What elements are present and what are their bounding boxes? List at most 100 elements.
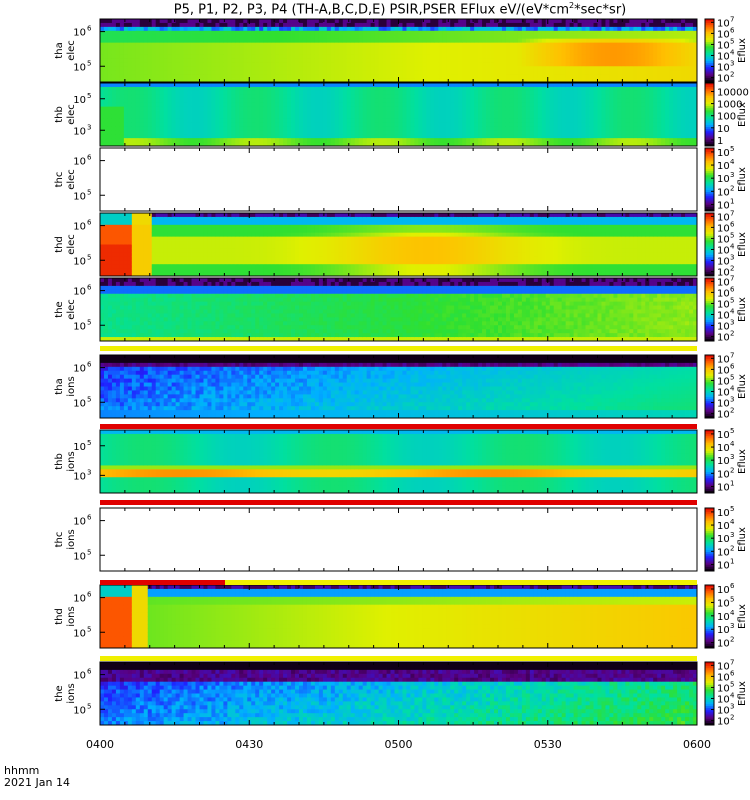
flux-cell — [120, 107, 124, 111]
flux-cell — [343, 19, 347, 23]
flux-cell — [673, 54, 677, 58]
flux-cell — [554, 103, 558, 107]
flux-cell — [243, 23, 247, 27]
flux-cell — [287, 134, 291, 138]
flux-cell — [176, 66, 180, 70]
flux-cell — [462, 122, 466, 126]
flux-cell — [578, 115, 582, 119]
flux-cell — [291, 62, 295, 66]
flux-cell — [498, 130, 502, 134]
flux-cell — [188, 103, 192, 107]
flux-cell — [498, 27, 502, 31]
flux-cell — [617, 91, 621, 95]
colorbar-tick-label: 10 — [717, 18, 730, 29]
flux-cell — [625, 31, 629, 35]
flux-cell — [343, 115, 347, 119]
flux-cell — [613, 103, 617, 107]
flux-cell — [231, 35, 235, 39]
flux-cell — [502, 107, 506, 111]
flux-cell — [291, 35, 295, 39]
flux-cell — [359, 74, 363, 78]
flux-cell — [112, 43, 116, 47]
flux-cell — [172, 138, 176, 142]
flux-cell — [669, 103, 673, 107]
flux-cell — [498, 118, 502, 122]
flux-cell — [633, 83, 637, 87]
flux-cell — [669, 70, 673, 74]
flux-cell — [406, 138, 410, 142]
flux-cell — [275, 95, 279, 99]
flux-cell — [442, 70, 446, 74]
flux-cell — [426, 111, 430, 115]
flux-cell — [506, 111, 510, 115]
flux-cell — [192, 51, 196, 55]
flux-cell — [295, 70, 299, 74]
flux-cell — [144, 31, 148, 35]
flux-cell — [550, 62, 554, 66]
flux-cell — [430, 122, 434, 126]
flux-cell — [661, 111, 665, 115]
flux-cell — [112, 111, 116, 115]
flux-cell — [132, 83, 136, 87]
flux-cell — [661, 47, 665, 51]
flux-cell — [331, 138, 335, 142]
flux-cell — [462, 43, 466, 47]
flux-cell — [681, 27, 685, 31]
flux-cell — [582, 54, 586, 58]
flux-cell — [526, 62, 530, 66]
flux-cell — [470, 74, 474, 78]
flux-cell — [518, 62, 522, 66]
flux-cell — [482, 39, 486, 43]
flux-cell — [538, 19, 542, 23]
flux-cell — [399, 47, 403, 51]
flux-cell — [255, 51, 259, 55]
flux-cell — [426, 83, 430, 87]
flux-cell — [562, 103, 566, 107]
flux-cell — [574, 62, 578, 66]
flux-cell — [562, 47, 566, 51]
flux-cell — [180, 87, 184, 91]
flux-cell — [243, 47, 247, 51]
flux-cell — [188, 122, 192, 126]
flux-cell — [140, 51, 144, 55]
flux-cell — [582, 35, 586, 39]
flux-cell — [311, 66, 315, 70]
flux-cell — [168, 107, 172, 111]
flux-cell — [442, 91, 446, 95]
flux-cell — [144, 39, 148, 43]
flux-cell — [215, 66, 219, 70]
flux-cell — [661, 118, 665, 122]
flux-cell — [538, 23, 542, 27]
flux-cell — [323, 54, 327, 58]
flux-cell — [490, 99, 494, 103]
flux-cell — [478, 103, 482, 107]
flux-cell — [303, 51, 307, 55]
flux-cell — [438, 103, 442, 107]
flux-cell — [267, 83, 271, 87]
flux-cell — [279, 74, 283, 78]
flux-cell — [673, 51, 677, 55]
flux-cell — [414, 31, 418, 35]
flux-cell — [562, 95, 566, 99]
flux-cell — [211, 134, 215, 138]
flux-cell — [438, 138, 442, 142]
flux-cell — [570, 95, 574, 99]
flux-cell — [279, 87, 283, 91]
flux-cell — [387, 138, 391, 142]
flux-cell — [395, 122, 399, 126]
flux-cell — [609, 107, 613, 111]
flux-cell — [673, 107, 677, 111]
flux-cell — [506, 122, 510, 126]
flux-cell — [574, 58, 578, 62]
flux-cell — [303, 62, 307, 66]
flux-cell — [613, 115, 617, 119]
flux-cell — [546, 122, 550, 126]
flux-cell — [104, 122, 108, 126]
flux-cell — [331, 23, 335, 27]
flux-cell — [160, 23, 164, 27]
flux-cell — [299, 138, 303, 142]
flux-cell — [200, 27, 204, 31]
flux-cell — [605, 23, 609, 27]
flux-cell — [562, 134, 566, 138]
flux-cell — [430, 91, 434, 95]
